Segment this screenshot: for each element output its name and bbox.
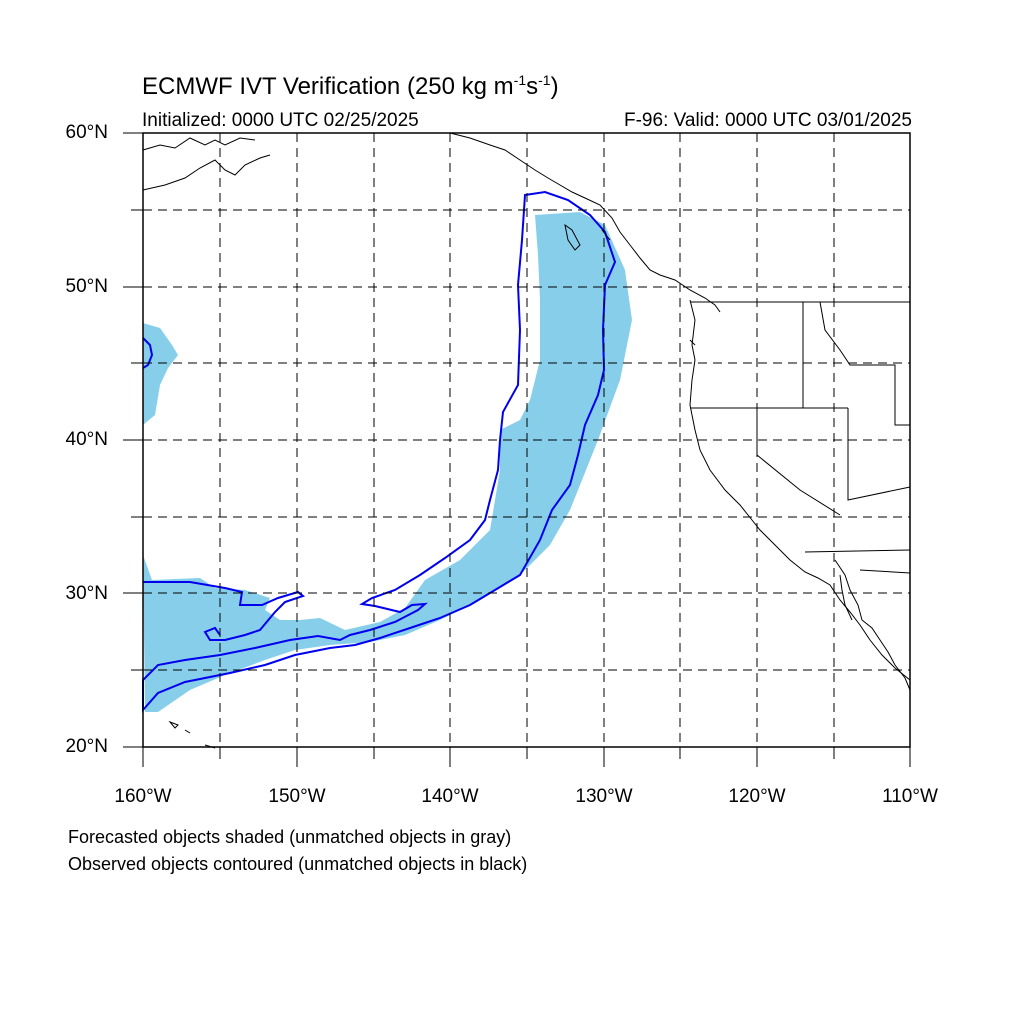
legend-notes: Forecasted objects shaded (unmatched obj… — [68, 824, 527, 878]
lon-label-120w: 120°W — [728, 786, 786, 807]
coastlines — [142, 132, 911, 749]
state-borders — [690, 301, 911, 574]
lon-ticks — [142, 747, 911, 767]
alaska-coastline — [142, 132, 721, 313]
baja-coastline — [834, 559, 911, 691]
pacific-northwest-coastline — [689, 299, 911, 681]
valid-time: F-96: Valid: 0000 UTC 03/01/2025 — [624, 110, 912, 131]
forecast-objects — [143, 212, 632, 712]
initialized-time: Initialized: 0000 UTC 02/25/2025 — [142, 110, 419, 131]
graticule — [143, 133, 910, 747]
lon-label-160w: 160°W — [114, 786, 172, 807]
lat-ticks — [123, 132, 143, 748]
forecast-object-west — [143, 323, 178, 425]
lon-label-150w: 150°W — [268, 786, 326, 807]
legend-forecast-note: Forecasted objects shaded (unmatched obj… — [68, 827, 512, 847]
lon-label-140w: 140°W — [421, 786, 479, 807]
observed-contour-subtropical — [143, 581, 306, 641]
bc-islands — [564, 223, 696, 346]
lon-label-110w: 110°W — [882, 786, 938, 807]
legend-observed-note: Observed objects contoured (unmatched ob… — [68, 854, 528, 874]
lat-label-60n: 60°N — [65, 122, 108, 143]
hawaii-islands — [168, 720, 216, 749]
observed-contour-west-edge — [142, 337, 154, 369]
lat-label-40n: 40°N — [65, 429, 108, 450]
observed-contour-main — [142, 190, 617, 713]
lat-label-20n: 20°N — [65, 736, 108, 757]
observed-objects — [142, 190, 617, 713]
lat-label-30n: 30°N — [65, 583, 108, 604]
lon-label-130w: 130°W — [575, 786, 633, 807]
forecast-object-main — [143, 212, 632, 712]
lat-label-50n: 50°N — [65, 276, 108, 297]
map-title: ECMWF IVT Verification (250 kg m-1s-1) — [142, 72, 559, 100]
